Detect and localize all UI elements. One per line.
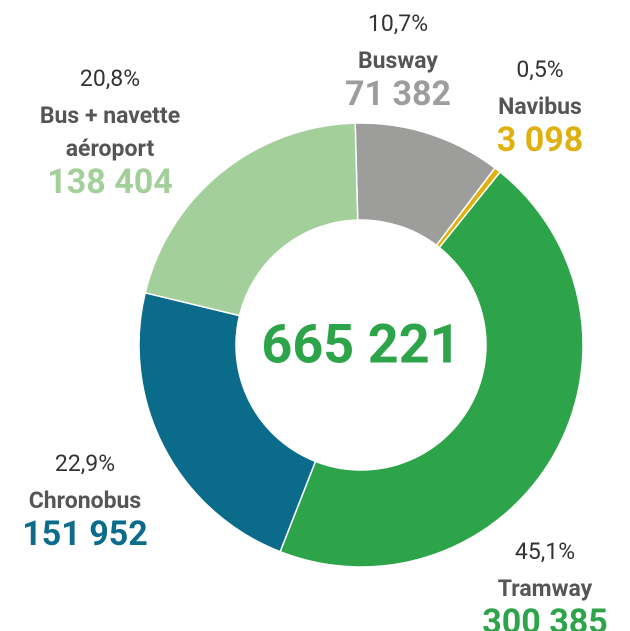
value-label: 300 385 [482,602,608,631]
value-label: 3 098 [496,120,584,160]
percent-label: 22,9% [54,450,116,477]
category-label: Chronobus [28,487,142,514]
percent-label: 45,1% [514,538,576,565]
percent-label: 0,5% [516,56,564,83]
category-label: Tramway [497,575,593,602]
category-label: Navibus [498,93,582,120]
donut-segment [138,291,317,553]
donut-segment [144,122,359,317]
segment-label: 45,1% Tramway 300 385 [445,540,630,631]
segment-label: 10,7% Busway 71 382 [298,12,498,111]
value-label: 71 382 [345,74,451,114]
percent-label: 10,7% [367,10,429,37]
category-label: Bus + navette aéroport [39,102,181,162]
percent-label: 20,8% [79,65,141,92]
category-label: Busway [358,47,438,74]
total-label: 665 221 [261,313,461,377]
value-label: 151 952 [22,514,148,554]
segment-label: 0,5% Navibus 3 098 [440,58,630,157]
segment-label: 20,8% Bus + navette aéroport 138 404 [10,67,210,199]
donut-segment [279,170,584,568]
value-label: 138 404 [47,162,173,202]
segment-label: 22,9% Chronobus 151 952 [0,452,185,551]
